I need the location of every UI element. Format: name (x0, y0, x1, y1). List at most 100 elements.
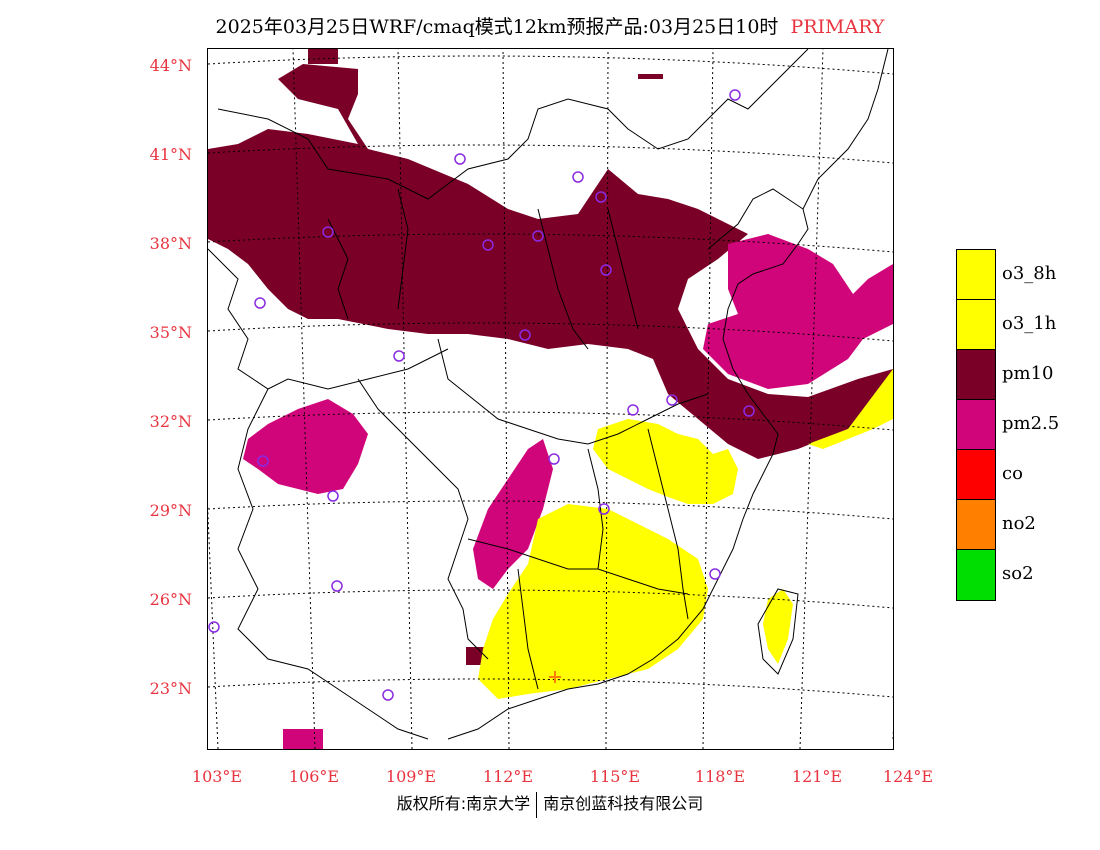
lon-label-118: 118°E (694, 767, 746, 786)
meridian-115 (605, 49, 609, 749)
legend-label-o3-1h: o3_1h (1002, 313, 1057, 334)
station-marker (548, 453, 560, 465)
taiwan-outline (757, 588, 799, 675)
parallel-29 (208, 500, 893, 520)
meridian-118 (702, 49, 714, 749)
lon-label-109: 109°E (385, 767, 437, 786)
lat-label-23: 23°N (149, 679, 192, 698)
station-marker (709, 568, 721, 580)
graticule (208, 49, 893, 749)
pm10-region-north (208, 64, 893, 459)
meridian-121 (799, 49, 824, 749)
legend-label-no2: no2 (1002, 513, 1036, 534)
pm10-blob-nw (308, 49, 338, 64)
legend-label-so2: so2 (1002, 563, 1034, 584)
lon-label-106: 106°E (288, 767, 340, 786)
border-a (217, 49, 809, 200)
station-marker (743, 405, 755, 417)
legend-label-pm25: pm2.5 (1002, 413, 1060, 434)
station-marker (331, 580, 343, 592)
legend-swatch-pm25 (956, 399, 996, 451)
station-marker (600, 264, 612, 276)
station-marker (572, 171, 584, 183)
parallel-23 (208, 678, 893, 698)
legend-label-co: co (1002, 463, 1023, 484)
lat-label-32: 32°N (149, 412, 192, 431)
meridian-109 (397, 49, 413, 749)
border-m (327, 218, 349, 320)
station-marker (393, 350, 405, 362)
lat-label-35: 35°N (149, 323, 192, 342)
coastline (447, 188, 809, 740)
legend-swatch-so2 (956, 549, 996, 601)
pm10-blob-ne (638, 74, 663, 79)
pm25-blob-sw (283, 729, 323, 749)
station-marker (327, 490, 339, 502)
border-e (437, 338, 709, 445)
lon-label-112: 112°E (482, 767, 534, 786)
o3-region-south (478, 504, 708, 699)
parallel-38 (208, 233, 893, 253)
border-h (467, 538, 689, 595)
copyright-company: 南京创蓝科技有限公司 (543, 794, 704, 813)
monitoring-stations (208, 89, 755, 701)
lon-label-103: 103°E (191, 767, 243, 786)
lat-label-26: 26°N (149, 590, 192, 609)
station-marker (598, 503, 610, 515)
parallel-26 (208, 589, 893, 609)
station-marker (382, 689, 394, 701)
border-g (607, 208, 639, 330)
lat-label-41: 41°N (149, 145, 192, 164)
station-marker (482, 239, 494, 251)
parallel-32 (208, 411, 893, 431)
lon-label-121: 121°E (791, 767, 843, 786)
station-marker (729, 89, 741, 101)
legend-label-o3-8h: o3_8h (1002, 263, 1057, 284)
o3-region-sea (808, 369, 893, 449)
border-c (237, 388, 429, 740)
border-l (397, 188, 409, 310)
lat-label-29: 29°N (149, 501, 192, 520)
lon-label-124: 124°E (882, 767, 934, 786)
legend-swatch-o3-8h (956, 249, 996, 301)
province-boundaries (208, 49, 889, 740)
legend-swatch-pm10 (956, 349, 996, 401)
pm25-region-south (473, 439, 553, 589)
legend-swatch-co (956, 449, 996, 501)
station-marker (257, 455, 269, 467)
o3-region-central (593, 419, 738, 504)
parallel-35 (208, 322, 893, 342)
primary-label: PRIMARY (790, 16, 885, 38)
station-marker (666, 394, 678, 406)
lon-label-115: 115°E (589, 767, 641, 786)
station-marker (322, 226, 334, 238)
border-j (647, 428, 689, 620)
border-k (517, 568, 539, 690)
location-cross-marker (549, 671, 561, 683)
legend-swatch-no2 (956, 499, 996, 551)
footer-separator (536, 791, 538, 818)
station-marker (595, 191, 607, 203)
pm25-region-west (243, 399, 368, 494)
meridian-112 (502, 49, 510, 749)
station-marker (532, 230, 544, 242)
station-marker (519, 329, 531, 341)
parallel-41 (208, 144, 893, 164)
legend-swatch-o3-1h (956, 299, 996, 351)
parallel-44 (208, 55, 893, 75)
lat-label-44: 44°N (149, 56, 192, 75)
o3-region-taiwan (763, 589, 793, 664)
station-marker (254, 297, 266, 309)
station-marker (627, 404, 639, 416)
border-i (587, 448, 604, 570)
copyright-owner: 版权所有:南京大学 (396, 794, 531, 813)
copyright-footer: 版权所有:南京大学 南京创蓝科技有限公司 (0, 790, 1100, 818)
map-canvas (208, 49, 893, 749)
border-d (357, 378, 489, 660)
station-marker (454, 153, 466, 165)
legend-label-pm10: pm10 (1002, 363, 1054, 384)
map-title: 2025年03月25日WRF/cmaq模式12km预报产品:03月25日10时 P… (0, 12, 1100, 39)
border-f (537, 208, 589, 350)
pm25-region-east (703, 234, 893, 389)
title-text: 2025年03月25日WRF/cmaq模式12km预报产品:03月25日10时 (215, 16, 779, 38)
